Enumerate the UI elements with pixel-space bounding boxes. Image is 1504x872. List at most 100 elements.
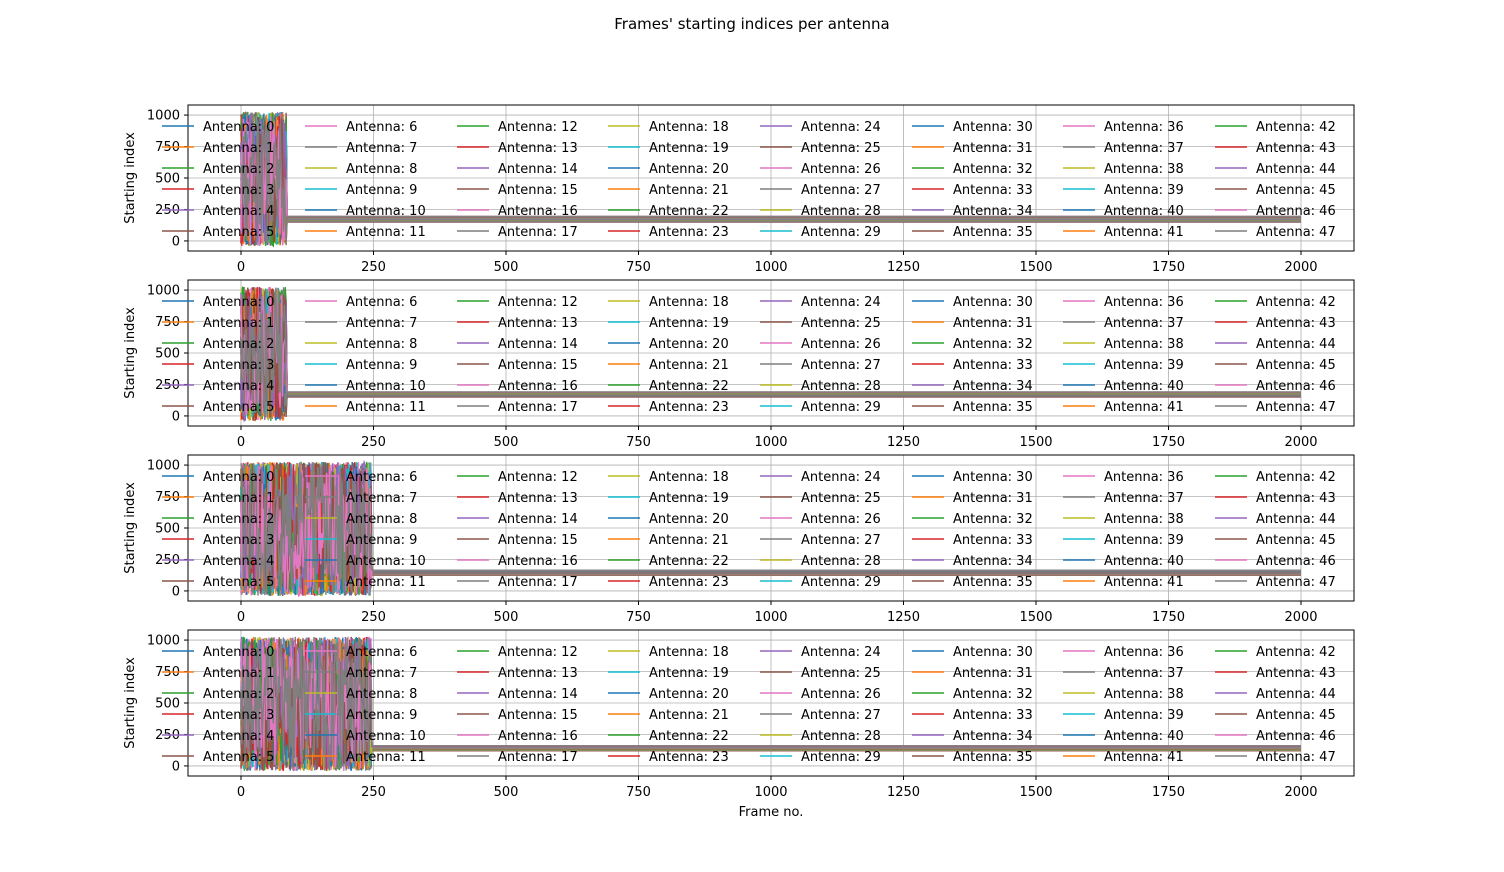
legend-label-antenna-40: Antenna: 40 xyxy=(1104,379,1184,394)
legend-label-antenna-3: Antenna: 3 xyxy=(203,358,274,373)
legend-label-antenna-6: Antenna: 6 xyxy=(346,120,417,135)
series-lines xyxy=(240,110,1301,248)
legend-label-antenna-43: Antenna: 43 xyxy=(1256,316,1336,331)
legend-label-antenna-23: Antenna: 23 xyxy=(649,750,729,765)
legend-label-antenna-2: Antenna: 2 xyxy=(203,687,274,702)
legend-label-antenna-16: Antenna: 16 xyxy=(498,729,578,744)
legend-label-antenna-2: Antenna: 2 xyxy=(203,512,274,527)
legend-label-antenna-2: Antenna: 2 xyxy=(203,337,274,352)
legend: Antenna: 0 Antenna: 1 Antenna: 2 Antenna: 3… xyxy=(162,470,1336,590)
x-tick-label: 250 xyxy=(361,785,386,800)
legend-label-antenna-9: Antenna: 9 xyxy=(346,358,417,373)
legend-label-antenna-33: Antenna: 33 xyxy=(953,358,1033,373)
legend-label-antenna-25: Antenna: 25 xyxy=(801,666,881,681)
legend-label-antenna-41: Antenna: 41 xyxy=(1104,750,1184,765)
legend-label-antenna-44: Antenna: 44 xyxy=(1256,512,1336,527)
legend-label-antenna-33: Antenna: 33 xyxy=(953,533,1033,548)
legend-label-antenna-31: Antenna: 31 xyxy=(953,141,1033,156)
legend-label-antenna-16: Antenna: 16 xyxy=(498,379,578,394)
legend-label-antenna-20: Antenna: 20 xyxy=(649,162,729,177)
legend-label-antenna-19: Antenna: 19 xyxy=(649,141,729,156)
y-tick-label: 500 xyxy=(155,522,180,537)
series-lines xyxy=(240,635,1301,772)
legend-label-antenna-32: Antenna: 32 xyxy=(953,512,1033,527)
legend-label-antenna-17: Antenna: 17 xyxy=(498,225,578,240)
legend-label-antenna-41: Antenna: 41 xyxy=(1104,225,1184,240)
legend-label-antenna-9: Antenna: 9 xyxy=(346,708,417,723)
legend-label-antenna-12: Antenna: 12 xyxy=(498,645,578,660)
x-tick-label: 1500 xyxy=(1019,435,1052,450)
legend-label-antenna-12: Antenna: 12 xyxy=(498,120,578,135)
legend-label-antenna-34: Antenna: 34 xyxy=(953,729,1033,744)
legend-label-antenna-35: Antenna: 35 xyxy=(953,575,1033,590)
legend-label-antenna-47: Antenna: 47 xyxy=(1256,575,1336,590)
legend-label-antenna-32: Antenna: 32 xyxy=(953,687,1033,702)
legend-label-antenna-47: Antenna: 47 xyxy=(1256,225,1336,240)
legend-label-antenna-24: Antenna: 24 xyxy=(801,470,881,485)
legend-label-antenna-29: Antenna: 29 xyxy=(801,400,881,415)
legend-label-antenna-28: Antenna: 28 xyxy=(801,729,881,744)
legend-label-antenna-36: Antenna: 36 xyxy=(1104,120,1184,135)
legend-label-antenna-25: Antenna: 25 xyxy=(801,141,881,156)
legend-label-antenna-30: Antenna: 30 xyxy=(953,470,1033,485)
legend-label-antenna-39: Antenna: 39 xyxy=(1104,708,1184,723)
x-tick-label: 1250 xyxy=(887,610,920,625)
legend-label-antenna-34: Antenna: 34 xyxy=(953,379,1033,394)
legend-label-antenna-7: Antenna: 7 xyxy=(346,491,417,506)
legend-label-antenna-4: Antenna: 4 xyxy=(203,204,274,219)
legend-label-antenna-38: Antenna: 38 xyxy=(1104,512,1184,527)
legend-label-antenna-0: Antenna: 0 xyxy=(203,295,274,310)
x-tick-label: 0 xyxy=(237,610,245,625)
y-axis-label: Starting index xyxy=(123,132,138,224)
x-tick-label: 500 xyxy=(494,610,519,625)
legend-label-antenna-0: Antenna: 0 xyxy=(203,120,274,135)
legend-label-antenna-37: Antenna: 37 xyxy=(1104,316,1184,331)
legend-label-antenna-21: Antenna: 21 xyxy=(649,183,729,198)
legend-label-antenna-32: Antenna: 32 xyxy=(953,337,1033,352)
legend-label-antenna-5: Antenna: 5 xyxy=(203,225,274,240)
legend-label-antenna-31: Antenna: 31 xyxy=(953,666,1033,681)
legend-label-antenna-17: Antenna: 17 xyxy=(498,575,578,590)
legend-label-antenna-22: Antenna: 22 xyxy=(649,379,729,394)
legend-label-antenna-47: Antenna: 47 xyxy=(1256,400,1336,415)
legend-label-antenna-23: Antenna: 23 xyxy=(649,575,729,590)
legend-label-antenna-6: Antenna: 6 xyxy=(346,295,417,310)
legend-label-antenna-24: Antenna: 24 xyxy=(801,295,881,310)
legend-label-antenna-30: Antenna: 30 xyxy=(953,645,1033,660)
legend-label-antenna-11: Antenna: 11 xyxy=(346,575,426,590)
legend-label-antenna-11: Antenna: 11 xyxy=(346,750,426,765)
legend-label-antenna-6: Antenna: 6 xyxy=(346,645,417,660)
legend-label-antenna-44: Antenna: 44 xyxy=(1256,337,1336,352)
legend-label-antenna-4: Antenna: 4 xyxy=(203,554,274,569)
x-tick-label: 2000 xyxy=(1284,260,1317,275)
legend-label-antenna-13: Antenna: 13 xyxy=(498,491,578,506)
subplot-0: 0 250 500 750 1000 1250 1500 1750 20000250500750… xyxy=(123,104,1355,275)
legend-label-antenna-13: Antenna: 13 xyxy=(498,141,578,156)
legend-label-antenna-26: Antenna: 26 xyxy=(801,687,881,702)
legend-label-antenna-5: Antenna: 5 xyxy=(203,575,274,590)
legend-label-antenna-17: Antenna: 17 xyxy=(498,750,578,765)
legend-label-antenna-27: Antenna: 27 xyxy=(801,183,881,198)
x-tick-label: 750 xyxy=(626,260,651,275)
y-tick-label: 1000 xyxy=(147,459,180,474)
y-tick-label: 0 xyxy=(172,584,180,599)
legend-label-antenna-44: Antenna: 44 xyxy=(1256,162,1336,177)
legend-label-antenna-18: Antenna: 18 xyxy=(649,470,729,485)
y-tick-label: 0 xyxy=(172,759,180,774)
y-tick-label: 0 xyxy=(172,409,180,424)
x-tick-label: 1500 xyxy=(1019,260,1052,275)
legend-label-antenna-20: Antenna: 20 xyxy=(649,687,729,702)
legend-label-antenna-25: Antenna: 25 xyxy=(801,316,881,331)
y-axis-label: Starting index xyxy=(123,307,138,399)
legend-label-antenna-35: Antenna: 35 xyxy=(953,750,1033,765)
legend-label-antenna-29: Antenna: 29 xyxy=(801,575,881,590)
legend-label-antenna-38: Antenna: 38 xyxy=(1104,337,1184,352)
legend-label-antenna-36: Antenna: 36 xyxy=(1104,295,1184,310)
x-tick-label: 500 xyxy=(494,260,519,275)
x-tick-label: 250 xyxy=(361,435,386,450)
series-lines xyxy=(240,286,1301,423)
legend-label-antenna-10: Antenna: 10 xyxy=(346,204,426,219)
legend-label-antenna-46: Antenna: 46 xyxy=(1256,204,1336,219)
legend-label-antenna-16: Antenna: 16 xyxy=(498,554,578,569)
